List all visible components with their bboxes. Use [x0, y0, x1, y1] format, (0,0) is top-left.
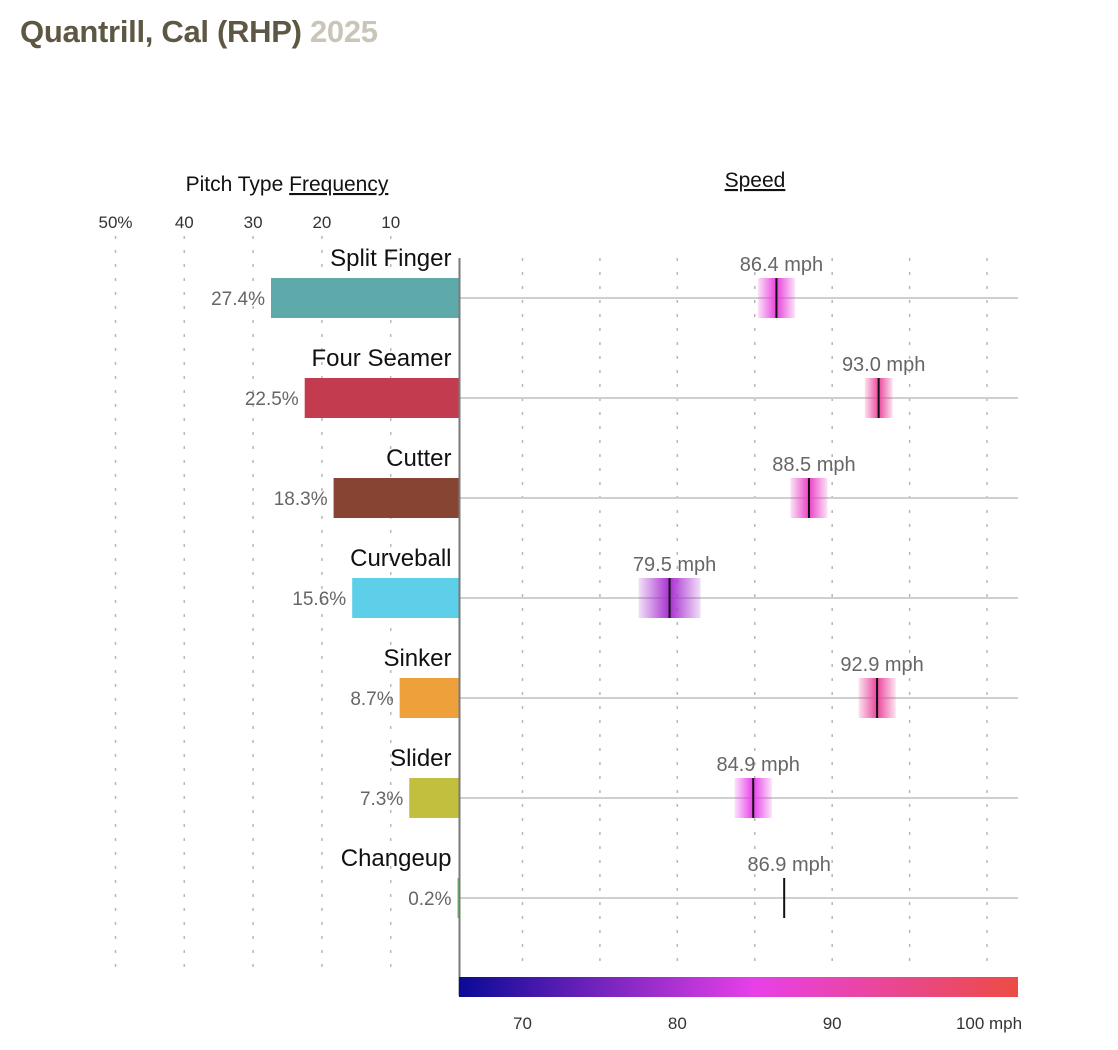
- speed-value-label: 86.9 mph: [747, 854, 830, 876]
- pitch-row: Four Seamer 22.5% 93.0 mph: [245, 345, 1018, 418]
- frequency-bar[interactable]: [409, 778, 460, 818]
- frequency-bar[interactable]: [304, 378, 460, 418]
- speed-legend-tick-label: 90: [823, 1014, 842, 1033]
- player-name: Quantrill, Cal (RHP): [20, 14, 302, 49]
- frequency-panel-title: Pitch Type Frequency: [186, 173, 389, 196]
- frequency-value-label: 15.6%: [292, 589, 346, 610]
- speed-value-label: 79.5 mph: [633, 554, 716, 576]
- pitch-type-label: Sinker: [383, 645, 451, 672]
- speed-value-label: 92.9 mph: [840, 654, 923, 676]
- pitch-row: Changeup 0.2% 86.9 mph: [341, 845, 1018, 918]
- pitch-row: Cutter 18.3% 88.5 mph: [274, 445, 1018, 518]
- pitch-row: Sinker 8.7% 92.9 mph: [350, 645, 1018, 718]
- pitch-type-label: Split Finger: [330, 245, 451, 272]
- frequency-bar[interactable]: [399, 678, 460, 718]
- pitch-type-label: Cutter: [386, 445, 451, 472]
- pitch-type-label: Slider: [390, 745, 451, 772]
- frequency-value-label: 22.5%: [245, 389, 299, 410]
- pitch-row: Slider 7.3% 84.9 mph: [360, 745, 1018, 818]
- pitch-type-label: Changeup: [341, 845, 452, 872]
- frequency-tick-label: 10: [381, 213, 400, 232]
- frequency-value-label: 18.3%: [274, 489, 328, 510]
- pitch-type-label: Four Seamer: [311, 345, 451, 372]
- speed-value-label: 93.0 mph: [842, 354, 925, 376]
- frequency-value-label: 8.7%: [350, 689, 393, 710]
- frequency-title-link[interactable]: Frequency: [289, 173, 389, 196]
- frequency-bar[interactable]: [270, 278, 460, 318]
- frequency-tick-label: 30: [244, 213, 263, 232]
- frequency-tick-label: 20: [312, 213, 331, 232]
- frequency-axis-ticks: 50% 40 30 20 10: [98, 213, 400, 232]
- speed-value-label: 88.5 mph: [772, 454, 855, 476]
- frequency-tick-label: 50%: [98, 213, 132, 232]
- frequency-tick-label: 40: [175, 213, 194, 232]
- frequency-value-label: 7.3%: [360, 789, 403, 810]
- frequency-value-label: 27.4%: [211, 289, 265, 310]
- frequency-value-label: 0.2%: [408, 889, 451, 910]
- frequency-bar[interactable]: [333, 478, 460, 518]
- pitch-row: Split Finger 27.4% 86.4 mph: [211, 245, 1018, 318]
- speed-legend-tick-label: 70: [513, 1014, 532, 1033]
- chart-title: Quantrill, Cal (RHP) 2025: [20, 14, 378, 50]
- speed-legend-tick-label: 80: [668, 1014, 687, 1033]
- speed-value-label: 86.4 mph: [740, 254, 823, 276]
- pitch-type-label: Curveball: [350, 545, 451, 572]
- speed-color-legend: [459, 977, 1018, 997]
- season-year: 2025: [309, 14, 378, 49]
- speed-value-label: 84.9 mph: [717, 754, 800, 776]
- speed-panel-title[interactable]: Speed: [725, 169, 786, 192]
- frequency-title-text: Pitch Type: [186, 173, 290, 196]
- frequency-bar[interactable]: [352, 578, 460, 618]
- speed-legend-ticks: 70 80 90 100 mph: [513, 1014, 1022, 1033]
- pitch-rows: Split Finger 27.4% 86.4 mph Four Seamer 22.5…: [211, 245, 1018, 918]
- speed-legend-tick-label: 100 mph: [956, 1014, 1022, 1033]
